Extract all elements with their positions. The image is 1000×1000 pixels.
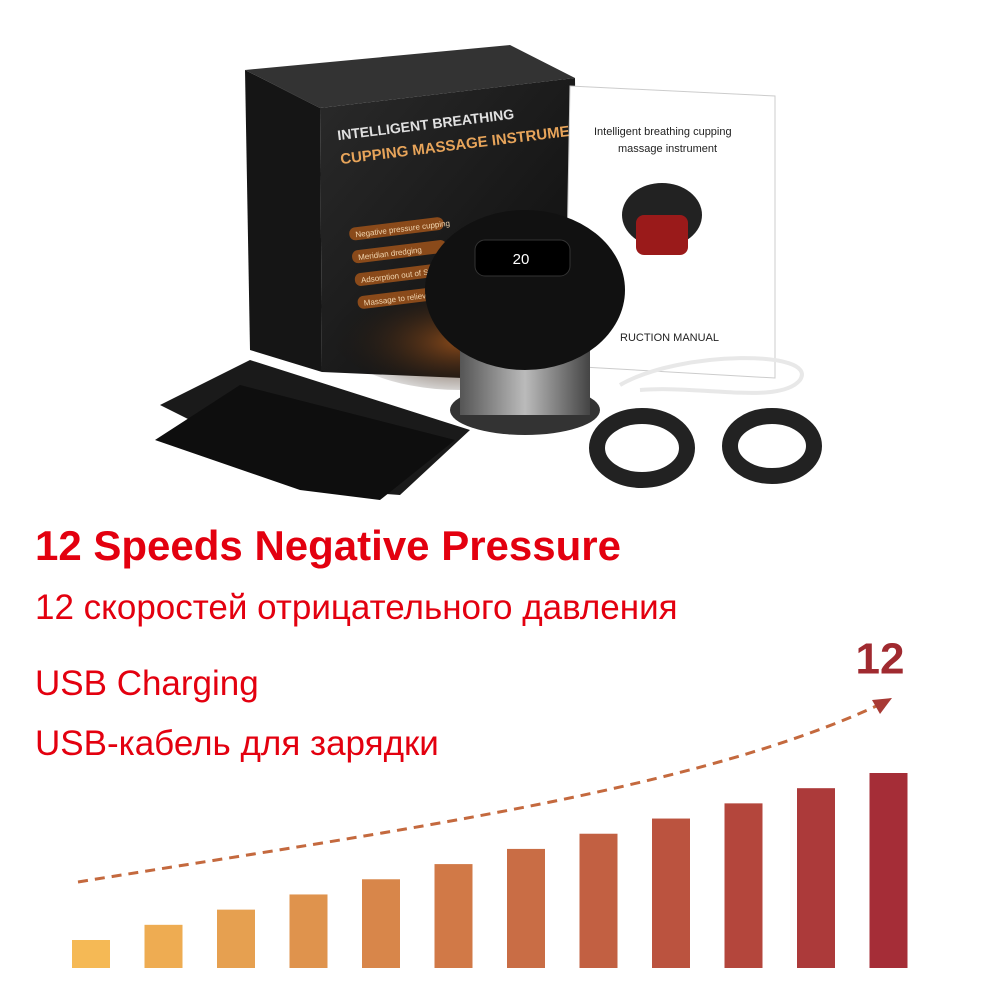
device-body (425, 210, 625, 370)
speed-bars (72, 773, 908, 968)
trend-arrow (77, 700, 886, 884)
manual-device (636, 215, 688, 255)
speed-bar (217, 909, 255, 968)
speed-bar (289, 894, 328, 968)
speed-bar (144, 924, 183, 968)
speed-bar (797, 788, 835, 968)
speed-bar (724, 803, 763, 968)
caption: USB-кабель для зарядки (35, 724, 439, 763)
usb-cable (618, 356, 804, 395)
speed-bar (72, 940, 110, 968)
speed-bar (579, 833, 618, 968)
napkin (155, 385, 455, 500)
speed-bar (362, 879, 400, 968)
device-display: 20 (513, 251, 530, 268)
speed-label: 12 (856, 635, 905, 684)
speed-bar (507, 848, 545, 968)
foam-ring (722, 408, 822, 484)
speed-bar (652, 818, 690, 968)
manual-footer: RUCTION MANUAL (620, 332, 719, 344)
speed-bar (869, 773, 908, 968)
box-top (245, 45, 575, 108)
box-side (245, 70, 322, 372)
caption: 12 Speeds Negative Pressure (35, 522, 621, 569)
device-screen (474, 239, 571, 277)
arrow-head (872, 698, 892, 714)
speed-bar (434, 864, 473, 968)
caption: 12 скоростей отрицательного давления (35, 588, 678, 627)
caption: USB Charging (35, 664, 259, 703)
manual-title: Intelligent breathing cupping (594, 126, 732, 138)
manual-title: massage instrument (618, 143, 717, 155)
foam-ring (589, 408, 695, 488)
